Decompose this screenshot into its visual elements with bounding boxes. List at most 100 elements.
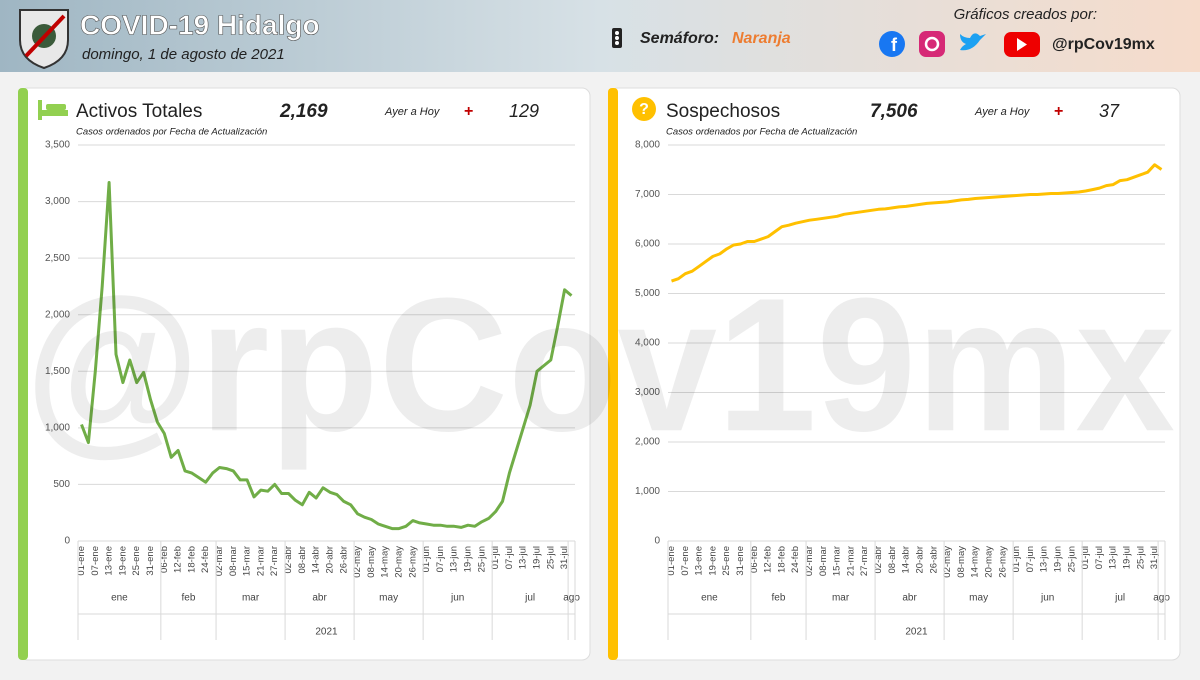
x-tick-label: 25-ene (721, 546, 732, 576)
x-tick-label: 08-may (956, 546, 967, 578)
subtitle: Casos ordenados por Fecha de Actualizaci… (76, 127, 267, 138)
x-tick-label: 26-may (997, 546, 1008, 578)
subtitle: Casos ordenados por Fecha de Actualizaci… (666, 127, 857, 138)
group-label: ene (701, 593, 718, 604)
semaforo-value: Naranja (732, 30, 791, 47)
x-tick-label: 21-mar (845, 546, 856, 576)
x-tick-label: 19-ene (707, 546, 718, 576)
svg-text:f: f (891, 35, 898, 55)
x-tick-label: 06-feb (159, 546, 170, 573)
y-tick-label: 3,500 (45, 140, 70, 151)
y-tick-label: 500 (53, 479, 70, 490)
x-tick-label: 13-jun (1039, 546, 1050, 572)
x-tick-label: 15-mar (832, 546, 843, 576)
change-sign: + (1054, 103, 1063, 120)
group-label: jun (450, 593, 464, 604)
total: 7,506 (870, 101, 918, 122)
x-tick-label: 08-abr (887, 546, 898, 573)
x-tick-label: 19-jul (532, 546, 543, 569)
x-tick-label: 02-mar (214, 546, 225, 576)
semaforo-label: Semáforo: (640, 30, 719, 47)
group-label: jun (1040, 593, 1054, 604)
x-tick-label: 08-mar (818, 546, 829, 576)
panel-left (18, 87, 591, 661)
x-tick-label: 18-feb (776, 546, 787, 573)
x-tick-label: 14-may (380, 546, 391, 578)
x-tick-label: 07-ene (90, 546, 101, 576)
change-sign: + (464, 103, 473, 120)
change-label: Ayer a Hoy (974, 106, 1031, 118)
x-tick-label: 13-jul (1108, 546, 1119, 569)
total: 2,169 (279, 101, 328, 122)
x-tick-label: 31-ene (735, 546, 746, 576)
group-label: jul (524, 593, 535, 604)
y-tick-label: 1,500 (45, 366, 70, 377)
y-tick-label: 0 (654, 536, 660, 547)
x-tick-label: 25-jun (1066, 546, 1077, 572)
x-tick-label: 19-ene (117, 546, 128, 576)
x-tick-label: 02-mar (804, 546, 815, 576)
x-tick-label: 07-jul (504, 546, 515, 569)
x-tick-label: 02-abr (283, 546, 294, 573)
x-tick-label: 24-feb (200, 546, 211, 573)
x-tick-label: 24-feb (790, 546, 801, 573)
svg-text:?: ? (639, 101, 649, 118)
x-tick-label: 20-abr (914, 546, 925, 573)
header-bar (0, 0, 1200, 72)
x-tick-label: 01-jul (1080, 546, 1091, 569)
x-tick-label: 13-jun (449, 546, 460, 572)
group-label: mar (242, 593, 260, 604)
bed-icon (38, 100, 68, 120)
change-label: Ayer a Hoy (384, 106, 441, 118)
y-tick-label: 3,000 (45, 196, 70, 207)
x-tick-label: 14-abr (901, 546, 912, 573)
y-tick-label: 1,000 (45, 422, 70, 433)
logo (19, 9, 69, 70)
group-label: ago (1153, 593, 1170, 604)
x-tick-label: 02-may (942, 546, 953, 578)
x-tick-label: 25-jun (476, 546, 487, 572)
group-label: may (969, 593, 988, 604)
handle: @rpCov19mx (1052, 36, 1155, 53)
x-tick-label: 01-ene (76, 546, 87, 576)
x-tick-label: 20-abr (324, 546, 335, 573)
x-tick-label: 26-abr (338, 546, 349, 573)
x-tick-label: 31-jul (559, 546, 570, 569)
x-tick-label: 07-jun (1025, 546, 1036, 572)
x-tick-label: 13-ene (104, 546, 115, 576)
x-tick-label: 13-ene (694, 546, 705, 576)
y-tick-label: 5,000 (635, 288, 660, 299)
x-tick-label: 14-may (970, 546, 981, 578)
x-tick-label: 01-jun (421, 546, 432, 572)
charts: Activos Totales 2,169 Ayer a Hoy +129 Casos … (45, 101, 1170, 640)
x-tick-label: 12-feb (173, 546, 184, 573)
y-tick-label: 0 (64, 536, 70, 547)
x-tick-label: 19-jun (1053, 546, 1064, 572)
panel-right: ? (608, 87, 1181, 661)
x-tick-label: 19-jun (463, 546, 474, 572)
data-line (80, 181, 573, 531)
x-tick-label: 25-ene (131, 546, 142, 576)
x-tick-label: 14-abr (311, 546, 322, 573)
y-tick-label: 6,000 (635, 239, 660, 250)
group-label: mar (832, 593, 850, 604)
header-date: domingo, 1 de agosto de 2021 (82, 46, 285, 63)
x-tick-label: 21-mar (255, 546, 266, 576)
y-tick-label: 1,000 (635, 486, 660, 497)
question-icon: ? (632, 97, 656, 121)
x-tick-label: 31-jul (1149, 546, 1160, 569)
y-tick-label: 2,500 (45, 253, 70, 264)
watermark: @rpCov19mx (25, 259, 1175, 471)
x-tick-label: 02-may (352, 546, 363, 578)
x-tick-label: 07-jul (1094, 546, 1105, 569)
y-tick-label: 7,000 (635, 189, 660, 200)
group-label: abr (312, 593, 327, 604)
x-tick-label: 26-abr (928, 546, 939, 573)
group-label: jul (1114, 593, 1125, 604)
x-tick-label: 01-jun (1011, 546, 1022, 572)
traffic-light-icon (612, 28, 622, 48)
x-tick-label: 25-jul (545, 546, 556, 569)
y-tick-label: 4,000 (635, 338, 660, 349)
change: 37 (1099, 101, 1120, 121)
